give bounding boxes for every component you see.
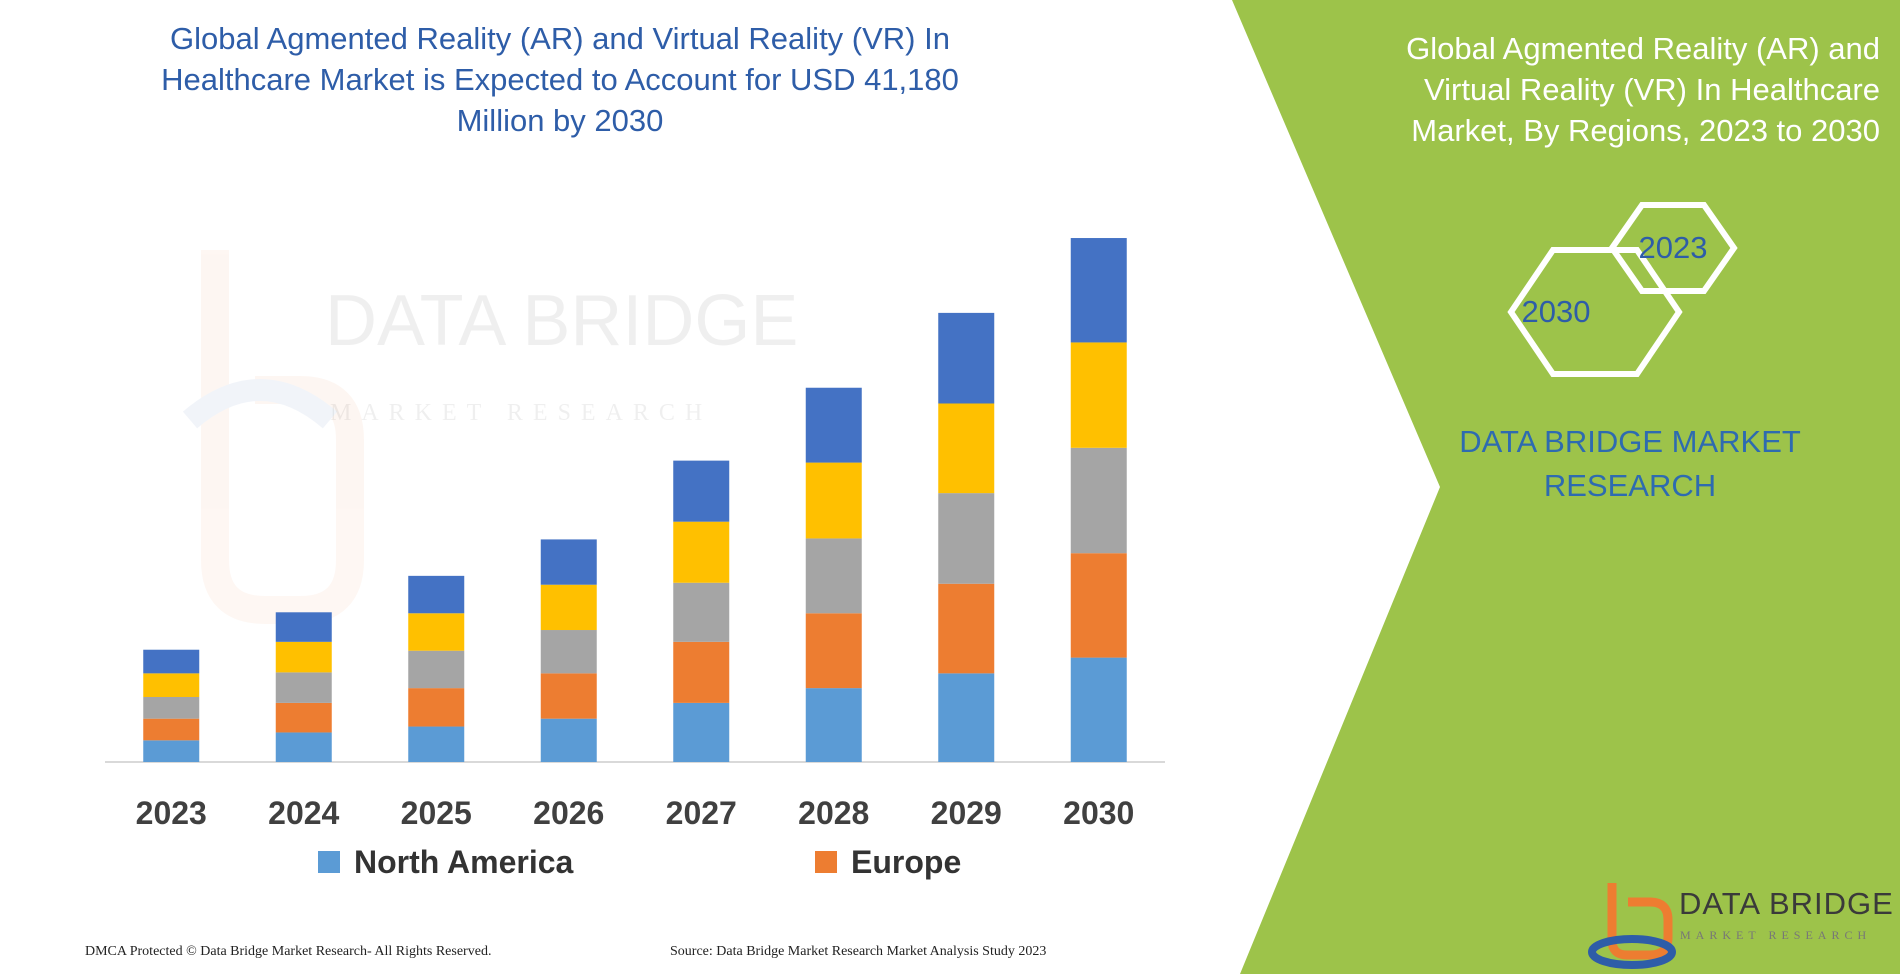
x-tick-label-2024: 2024 [268, 795, 339, 831]
bar-2026-series-0 [540, 718, 597, 762]
bar-2029-series-1 [938, 583, 995, 674]
bar-2024-series-0 [275, 732, 332, 762]
bar-2030-series-1 [1070, 553, 1127, 658]
bar-2030-series-0 [1070, 657, 1127, 762]
bar-2023-series-3 [143, 673, 200, 697]
bar-2028-series-0 [805, 688, 862, 762]
footer-copyright: DMCA Protected © Data Bridge Market Rese… [85, 944, 492, 959]
bar-2023-series-1 [143, 718, 200, 741]
footer-source: Source: Data Bridge Market Research Mark… [670, 944, 1047, 959]
bar-2023-series-4 [143, 649, 200, 674]
bar-2025-series-3 [408, 613, 465, 651]
legend-item-europe: Europe [815, 842, 961, 882]
bar-2026-series-3 [540, 584, 597, 631]
hexagon-2023 [1608, 202, 1738, 294]
bar-2026-series-1 [540, 673, 597, 719]
x-tick-label-2026: 2026 [533, 795, 604, 831]
x-tick-label-2025: 2025 [401, 795, 472, 831]
x-tick-label-2023: 2023 [136, 795, 207, 831]
bar-2023-series-0 [143, 740, 200, 762]
x-tick-label-2028: 2028 [798, 795, 869, 831]
hexagon-2030 [1507, 247, 1683, 377]
brand-name: DATA BRIDGE MARKET RESEARCH [1459, 424, 1801, 503]
bar-2028-series-1 [805, 613, 862, 689]
bar-2024-series-2 [275, 672, 332, 703]
chart-title: Global Agmented Reality (AR) and Virtual… [161, 21, 959, 138]
bar-2025-series-4 [408, 575, 465, 614]
watermark-line1: DATA BRIDGE [325, 281, 798, 361]
bar-2030-series-4 [1070, 238, 1127, 343]
bar-2026-series-4 [540, 539, 597, 585]
bar-2027-series-4 [673, 460, 730, 522]
bar-2024-series-1 [275, 702, 332, 733]
x-tick-label-2030: 2030 [1063, 795, 1134, 831]
bar-2029-series-0 [938, 673, 995, 762]
bar-2027-series-3 [673, 521, 730, 583]
bar-2029-series-4 [938, 312, 995, 404]
watermark-line2: MARKET RESEARCH [330, 400, 712, 426]
bar-2024-series-3 [275, 641, 332, 673]
x-tick-label-2029: 2029 [931, 795, 1002, 831]
bar-2028-series-3 [805, 462, 862, 539]
bar-2023-series-2 [143, 696, 200, 719]
bar-2028-series-2 [805, 538, 862, 614]
x-tick-label-2027: 2027 [666, 795, 737, 831]
legend-label-europe: Europe [851, 843, 962, 880]
legend-swatch-north-america [318, 851, 340, 873]
legend-item-north-america: North America [318, 842, 573, 882]
bar-2027-series-2 [673, 582, 730, 642]
bar-2025-series-2 [408, 650, 465, 689]
legend-label-north-america: North America [354, 843, 574, 880]
bar-2030-series-2 [1070, 447, 1127, 554]
bar-2026-series-2 [540, 630, 597, 674]
hex-label-2023: 2023 [1638, 230, 1708, 265]
bar-2029-series-2 [938, 493, 995, 584]
bar-2025-series-0 [408, 726, 465, 762]
logo-name: DATA BRIDGE [1679, 886, 1894, 921]
x-tick-labels: 2023 2024 2025 2026 2027 2028 2029 2030 [136, 795, 1135, 831]
bar-2029-series-3 [938, 403, 995, 494]
logo-tagline: MARKET RESEARCH [1680, 928, 1872, 942]
bar-2025-series-1 [408, 688, 465, 727]
bar-2027-series-0 [673, 702, 730, 762]
bar-2030-series-3 [1070, 342, 1127, 448]
side-panel-title: Global Agmented Reality (AR) and Virtual… [1406, 31, 1880, 148]
bars-group [143, 238, 1127, 762]
bar-2027-series-1 [673, 641, 730, 703]
bar-2028-series-4 [805, 387, 862, 463]
legend-swatch-europe [815, 851, 837, 873]
hex-label-2030: 2030 [1521, 294, 1591, 329]
bar-2024-series-4 [275, 612, 332, 642]
